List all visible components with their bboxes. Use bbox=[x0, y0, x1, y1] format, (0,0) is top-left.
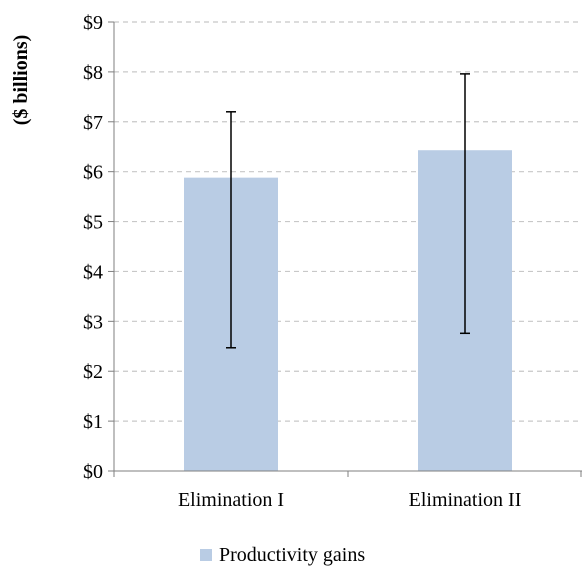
legend-swatch bbox=[200, 549, 212, 561]
y-tick-label: $2 bbox=[83, 361, 103, 383]
axes bbox=[108, 21, 582, 477]
y-tick-label: $5 bbox=[83, 212, 103, 234]
y-tick-labels: $0 $1 $2 $3 $4 $5 $6 $7 $8 $9 bbox=[83, 12, 103, 483]
legend: Productivity gains bbox=[200, 544, 365, 566]
x-category-label: Elimination II bbox=[409, 489, 522, 511]
y-tick-label: $6 bbox=[83, 162, 103, 184]
y-tick-label: $0 bbox=[83, 461, 103, 483]
x-category-label: Elimination I bbox=[178, 489, 284, 511]
error-bars bbox=[226, 73, 470, 349]
y-tick-label: $8 bbox=[83, 62, 103, 84]
y-tick-label: $7 bbox=[83, 112, 103, 134]
y-tick-label: $3 bbox=[83, 311, 103, 333]
x-category-labels: Elimination I Elimination II bbox=[178, 489, 521, 511]
y-tick-label: $4 bbox=[83, 261, 103, 283]
legend-label: Productivity gains bbox=[219, 544, 365, 566]
y-tick-label: $1 bbox=[83, 411, 103, 433]
bars bbox=[184, 150, 512, 472]
y-tick-label: $9 bbox=[83, 12, 103, 34]
y-axis-label: ($ billions) bbox=[10, 35, 32, 126]
